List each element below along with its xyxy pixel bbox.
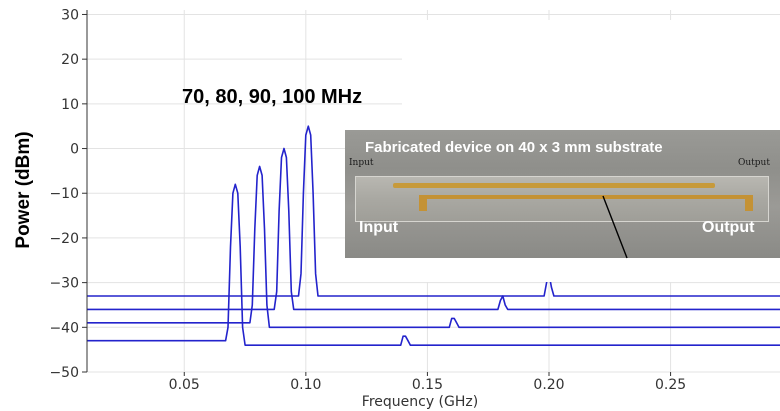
y-tick-label: 0: [70, 142, 79, 158]
x-tick-label: 0.20: [533, 377, 564, 393]
y-axis-title: Power (dBm): [13, 131, 34, 248]
x-tick-labels: 0.05 0.10 0.15 0.20 0.25: [169, 377, 686, 393]
delay-line-trace-top: [393, 183, 715, 188]
spectrum-trace-2: [87, 165, 780, 329]
y-tick-label: −40: [49, 320, 79, 336]
input-pad: [419, 195, 427, 211]
x-tick-label: 0.25: [655, 377, 686, 393]
y-tick-label: −30: [49, 276, 79, 292]
y-tick-label: 20: [61, 52, 79, 68]
input-label: Input: [359, 219, 399, 236]
output-label: Output: [702, 219, 755, 236]
output-small-label: Output: [738, 158, 770, 168]
x-tick-label: 0.10: [290, 377, 321, 393]
input-small-label: Input: [349, 158, 374, 168]
delay-line-trace-bottom: [425, 195, 753, 199]
y-tick-label: 30: [61, 7, 79, 23]
output-pad: [745, 195, 753, 211]
photo-title: Fabricated device on 40 x 3 mm substrate: [365, 139, 663, 156]
x-axis-title: Frequency (GHz): [362, 394, 478, 410]
y-tick-label: −20: [49, 231, 79, 247]
y-tick-label: −50: [49, 365, 79, 381]
spectrum-trace-3: [87, 147, 780, 311]
x-tick-label: 0.15: [412, 377, 443, 393]
y-tick-label: −10: [49, 186, 79, 202]
x-tick-label: 0.05: [169, 377, 200, 393]
device-photo: Fabricated device on 40 x 3 mm substrate…: [345, 130, 780, 258]
y-tick-label: 10: [61, 97, 79, 113]
spectrum-trace-1: [87, 183, 780, 347]
y-tick-labels: 30 20 10 0 −10 −20 −30 −40 −50: [49, 7, 79, 381]
frequency-annotation: 70, 80, 90, 100 MHz: [182, 86, 362, 108]
